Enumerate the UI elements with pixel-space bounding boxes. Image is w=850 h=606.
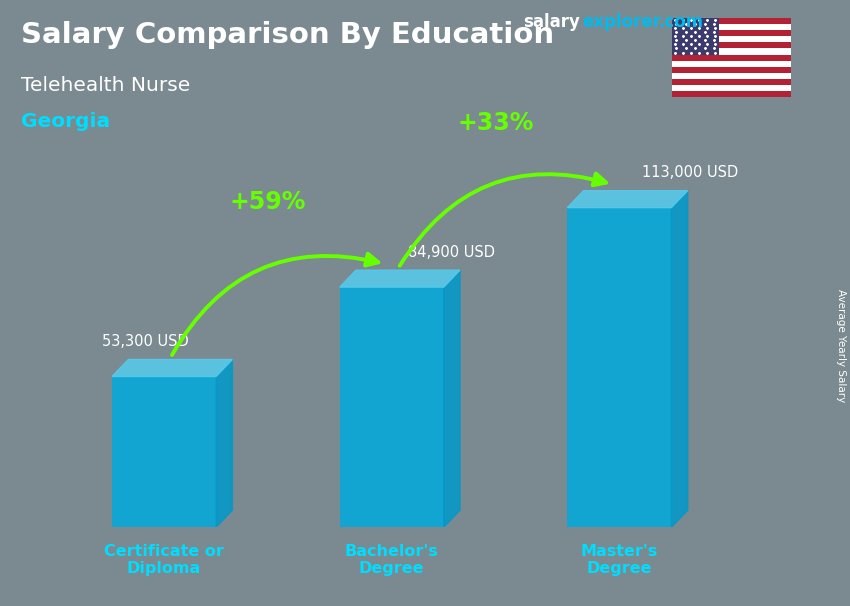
Bar <box>672 18 719 55</box>
Bar <box>672 42 790 48</box>
Text: Average Yearly Salary: Average Yearly Salary <box>836 289 846 402</box>
Text: Georgia: Georgia <box>21 112 111 131</box>
Text: +59%: +59% <box>230 190 306 215</box>
Polygon shape <box>444 270 460 527</box>
Polygon shape <box>567 191 688 208</box>
Polygon shape <box>340 270 460 287</box>
Text: .com: .com <box>659 13 704 32</box>
Bar <box>672 30 790 36</box>
Text: explorer: explorer <box>582 13 661 32</box>
Bar <box>672 55 790 61</box>
Bar <box>672 91 790 97</box>
Bar <box>672 48 790 55</box>
Polygon shape <box>672 191 688 527</box>
Text: Telehealth Nurse: Telehealth Nurse <box>21 76 190 95</box>
Polygon shape <box>216 359 232 527</box>
Text: +33%: +33% <box>457 111 534 135</box>
Bar <box>672 18 790 24</box>
Bar <box>672 24 790 30</box>
Text: 53,300 USD: 53,300 USD <box>102 335 189 349</box>
Bar <box>672 67 790 73</box>
Bar <box>672 61 790 67</box>
Text: 113,000 USD: 113,000 USD <box>642 165 739 181</box>
Bar <box>112 376 216 527</box>
Text: 84,900 USD: 84,900 USD <box>408 245 495 260</box>
Bar <box>567 208 672 527</box>
Text: salary: salary <box>523 13 580 32</box>
Bar <box>672 79 790 85</box>
Bar <box>672 85 790 91</box>
Bar <box>672 73 790 79</box>
Text: Salary Comparison By Education: Salary Comparison By Education <box>21 21 554 49</box>
Bar <box>672 36 790 42</box>
Polygon shape <box>112 359 232 376</box>
Bar <box>340 287 444 527</box>
